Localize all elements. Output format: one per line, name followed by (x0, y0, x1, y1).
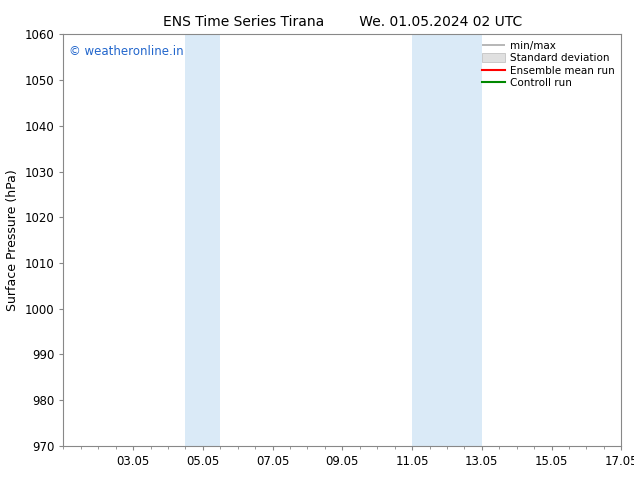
Bar (412, 34, 482, 446)
Title: ENS Time Series Tirana        We. 01.05.2024 02 UTC: ENS Time Series Tirana We. 01.05.2024 02… (163, 15, 522, 29)
Y-axis label: Surface Pressure (hPa): Surface Pressure (hPa) (6, 169, 19, 311)
Text: © weatheronline.in: © weatheronline.in (69, 45, 184, 58)
Legend: min/max, Standard deviation, Ensemble mean run, Controll run: min/max, Standard deviation, Ensemble me… (479, 37, 618, 92)
Bar (185, 34, 221, 446)
